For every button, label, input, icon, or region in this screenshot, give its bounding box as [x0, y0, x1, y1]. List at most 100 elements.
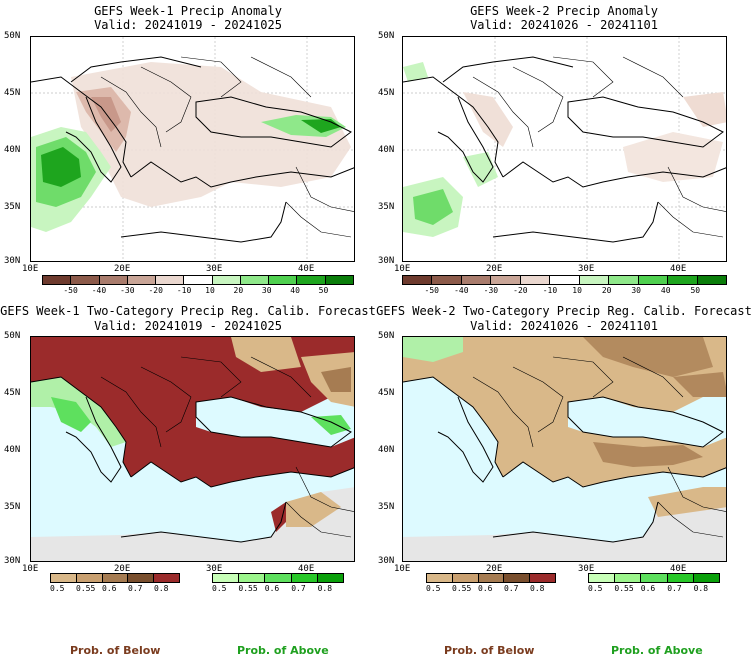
colorbar-tick-label: 0.5 — [50, 584, 65, 593]
colorbar-tick-label: -30 — [120, 286, 135, 295]
below-color-swatch — [102, 574, 129, 582]
anomaly-color-swatch — [609, 276, 639, 284]
colorbar-tick-label: 0.7 — [128, 584, 143, 593]
colorbar-tick-label: 0.5 — [426, 584, 441, 593]
colorbar-tick-label: -20 — [513, 286, 528, 295]
colorbar-tick-label: 0.5 — [212, 584, 227, 593]
colorbar-tick-label: 0.8 — [693, 584, 709, 593]
lat-label: 50N — [378, 31, 395, 41]
lat-label: 35N — [4, 502, 21, 512]
colorbar-tick-label: 40 — [660, 286, 671, 295]
colorbar-tick-label: 0.6 — [478, 584, 493, 593]
above-color-swatch — [317, 574, 344, 582]
below-color-swatch — [154, 574, 179, 582]
lon-label: 10E — [22, 564, 39, 574]
panel-title-line1: GEFS Week-2 Two-Category Precip Reg. Cal… — [376, 304, 752, 318]
colorbar-tick-label: 10 — [205, 286, 215, 295]
colorbar-tick-label: 50 — [318, 286, 329, 295]
anomaly-color-swatch — [184, 276, 213, 284]
above-colorbar — [212, 573, 344, 583]
colorbar-tick-label: 0.6 — [264, 584, 280, 593]
below-color-swatch — [51, 574, 77, 582]
lat-label: 30N — [378, 256, 395, 266]
colorbar-tick-label: -10 — [176, 286, 192, 295]
above-color-swatch — [667, 574, 694, 582]
colorbar-tick-label: -40 — [454, 286, 469, 295]
anomaly-color-swatch — [99, 276, 128, 284]
lon-label: 30E — [578, 564, 595, 574]
lat-label: 40N — [4, 145, 21, 155]
above-color-swatch — [265, 574, 292, 582]
lat-label: 40N — [4, 445, 21, 455]
panel-title-line1: GEFS Week-1 Precip Anomaly — [94, 4, 282, 18]
panel-title-line1: GEFS Week-2 Precip Anomaly — [470, 4, 658, 18]
below-color-swatch — [76, 574, 103, 582]
colorbar-tick-label: 20 — [233, 286, 244, 295]
panel-title-line2: Valid: 20241019 - 20241025 — [94, 319, 282, 333]
lon-label: 30E — [578, 264, 595, 274]
lon-label: 20E — [486, 264, 503, 274]
prob-below-label: Prob. of Below — [70, 644, 161, 657]
lat-label: 45N — [4, 88, 21, 98]
anomaly-color-swatch — [432, 276, 462, 284]
above-color-swatch — [693, 574, 720, 582]
lon-label: 20E — [486, 564, 503, 574]
lat-label: 35N — [378, 502, 395, 512]
below-color-swatch — [427, 574, 453, 582]
above-color-swatch — [641, 574, 668, 582]
anomaly-color-swatch — [212, 276, 241, 284]
panel-week1-probability: GEFS Week-1 Two-Category Precip Reg. Cal… — [0, 300, 376, 662]
colorbar-tick-label: -50 — [424, 286, 439, 295]
anomaly-color-swatch — [43, 276, 72, 284]
anomaly-map — [30, 36, 355, 262]
panel-title-line1: GEFS Week-1 Two-Category Precip Reg. Cal… — [0, 304, 376, 318]
lon-label: 40E — [670, 564, 687, 574]
panel-week2-probability: GEFS Week-2 Two-Category Precip Reg. Cal… — [376, 300, 752, 662]
colorbar-tick-label: 0.7 — [504, 584, 519, 593]
colorbar-tick-label: 0.8 — [154, 584, 169, 593]
colorbar-tick-label: 0.8 — [530, 584, 545, 593]
colorbar-tick-label: 0.7 — [291, 584, 306, 593]
probability-map — [402, 336, 727, 562]
anomaly-colorbar — [402, 275, 727, 285]
probability-map — [30, 336, 355, 562]
lat-label: 45N — [4, 388, 21, 398]
colorbar-tick-label: 30 — [261, 286, 272, 295]
below-color-swatch — [452, 574, 479, 582]
anomaly-color-swatch — [240, 276, 270, 284]
prob-below-label: Prob. of Below — [444, 644, 535, 657]
below-color-swatch — [478, 574, 505, 582]
anomaly-color-swatch — [491, 276, 521, 284]
lat-label: 50N — [4, 31, 21, 41]
colorbar-tick-label: -50 — [63, 286, 78, 295]
colorbar-tick-label: 0.6 — [640, 584, 656, 593]
lon-label: 40E — [670, 264, 687, 274]
lon-label: 40E — [298, 264, 315, 274]
lon-label: 10E — [22, 264, 39, 274]
anomaly-color-swatch — [403, 276, 433, 284]
below-color-swatch — [530, 574, 555, 582]
panel-title-line2: Valid: 20241019 - 20241025 — [94, 18, 282, 32]
lon-label: 30E — [206, 264, 223, 274]
lat-label: 40N — [378, 145, 395, 155]
above-colorbar — [588, 573, 720, 583]
colorbar-tick-label: 50 — [690, 286, 701, 295]
lat-label: 50N — [4, 331, 21, 341]
anomaly-color-swatch — [638, 276, 669, 284]
lon-label: 20E — [114, 264, 131, 274]
anomaly-color-swatch — [325, 276, 353, 284]
panel-title-line2: Valid: 20241026 - 20241101 — [470, 18, 658, 32]
colorbar-tick-label: 0.55 — [76, 584, 96, 593]
lat-label: 30N — [4, 556, 21, 566]
anomaly-color-swatch — [71, 276, 100, 284]
lon-label: 40E — [298, 564, 315, 574]
below-colorbar — [426, 573, 556, 583]
colorbar-tick-label: 0.55 — [238, 584, 258, 593]
lat-label: 50N — [378, 331, 395, 341]
lat-label: 35N — [378, 202, 395, 212]
colorbar-tick-label: 0.55 — [452, 584, 472, 593]
lon-label: 10E — [394, 264, 411, 274]
colorbar-tick-label: -30 — [483, 286, 499, 295]
colorbar-tick-label: 30 — [631, 286, 641, 295]
colorbar-tick-label: 10 — [572, 286, 582, 295]
